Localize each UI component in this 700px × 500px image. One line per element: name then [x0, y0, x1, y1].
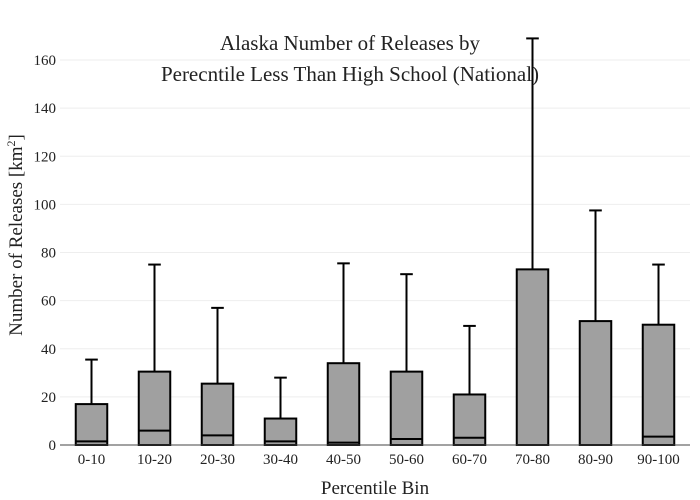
box-group [263, 376, 298, 447]
x-tick-label: 60-70 [452, 452, 487, 468]
box-rect [641, 323, 676, 446]
box-rect [389, 370, 424, 446]
y-tick-label: 20 [41, 390, 56, 406]
y-tick-label: 80 [41, 246, 56, 262]
y-tick-label: 100 [34, 197, 57, 213]
x-tick-label: 80-90 [578, 452, 613, 468]
box-group [326, 262, 361, 447]
box-group [389, 273, 424, 446]
y-tick-label: 40 [41, 342, 56, 358]
x-axis-title: Percentile Bin [321, 478, 430, 499]
box-rect [515, 268, 550, 446]
box-rect [137, 370, 172, 446]
x-tick-label: 30-40 [263, 452, 298, 468]
x-tick-label: 90-100 [637, 452, 680, 468]
box-group [641, 263, 676, 446]
box-group [452, 324, 487, 446]
x-tick-label: 0-10 [78, 452, 106, 468]
gridlines [60, 59, 690, 398]
box-group [515, 37, 550, 446]
y-tick-label: 160 [34, 53, 57, 69]
chart-title-line-1: Alaska Number of Releases by [220, 31, 481, 55]
y-tick-label: 140 [34, 101, 57, 117]
boxes [74, 37, 676, 447]
box-rect [578, 320, 613, 446]
y-axis-title-main: Number of Releases [km [6, 146, 27, 336]
box-group [74, 358, 109, 447]
y-axis-title-end: ] [6, 134, 27, 140]
box-rect [326, 362, 361, 447]
chart-title-line-2: Perecntile Less Than High School (Nation… [161, 62, 539, 86]
x-tick-label: 20-30 [200, 452, 235, 468]
y-tick-label: 60 [41, 294, 56, 310]
y-axis-title: Number of Releases [km2] [4, 134, 27, 336]
box-group [137, 263, 172, 446]
x-tick-label: 10-20 [137, 452, 172, 468]
box-group [200, 306, 235, 446]
x-tick-labels: 0-10 10-20 20-30 30-40 40-50 50-60 60-70 70-80 8… [78, 452, 680, 468]
y-tick-label: 120 [34, 149, 57, 165]
x-tick-label: 70-80 [515, 452, 550, 468]
box-rect [74, 403, 109, 447]
y-tick-labels: 0 20 40 60 80 100 120 140 160 [34, 53, 57, 454]
y-axis-title-superscript: 2 [4, 140, 18, 146]
y-tick-label: 0 [49, 438, 57, 454]
x-tick-label: 50-60 [389, 452, 424, 468]
x-tick-label: 40-50 [326, 452, 361, 468]
box-group [578, 209, 613, 446]
